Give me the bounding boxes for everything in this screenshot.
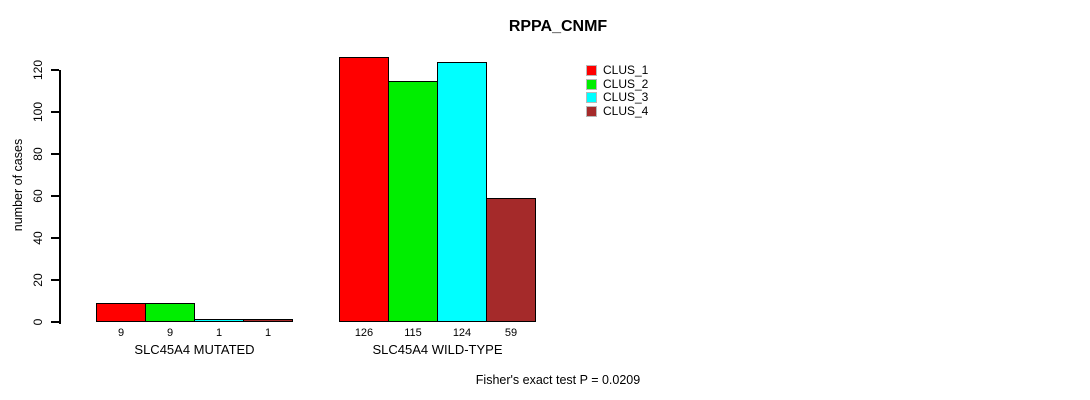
legend-label: CLUS_2 xyxy=(603,76,649,91)
bar-value-label: 9 xyxy=(117,327,125,339)
bar-value-label: 1 xyxy=(264,327,272,339)
category-label: SLC45A4 WILD-TYPE xyxy=(372,342,503,357)
legend-item: CLUS_2 xyxy=(586,76,649,91)
bar-clus_1-wildtype xyxy=(339,57,389,322)
y-axis-tick-label: 120 xyxy=(31,59,45,81)
legend-swatch-clus_1 xyxy=(586,65,597,76)
chart-title: RPPA_CNMF xyxy=(508,18,608,35)
bar-clus_3-mutated xyxy=(194,319,244,322)
y-axis-tick-label: 60 xyxy=(31,189,45,203)
legend-swatch-clus_2 xyxy=(586,78,597,90)
y-axis-tick xyxy=(51,111,59,113)
y-axis-tick xyxy=(51,321,59,323)
y-axis-tick-label: 40 xyxy=(31,231,45,245)
bar-value-label: 115 xyxy=(404,327,422,339)
bar-clus_4-wildtype xyxy=(486,198,536,322)
bar-clus_2-wildtype xyxy=(388,80,438,322)
legend-item: CLUS_3 xyxy=(586,91,648,104)
legend-item: CLUS_4 xyxy=(586,103,649,118)
y-axis-tick-label: 80 xyxy=(31,147,45,161)
bar-value-label: 126 xyxy=(354,327,374,339)
legend-item: CLUS_1 xyxy=(586,64,648,77)
y-axis-tick xyxy=(51,279,59,281)
y-axis-tick-label: 0 xyxy=(31,318,45,326)
legend-label: CLUS_1 xyxy=(603,63,649,77)
bar-value-label: 1 xyxy=(215,327,223,339)
y-axis-tick xyxy=(51,195,59,197)
bar-value-label: 9 xyxy=(166,327,174,339)
bar-clus_4-mutated xyxy=(243,319,293,322)
y-axis-line xyxy=(59,70,61,324)
legend-label: CLUS_4 xyxy=(603,103,649,118)
fisher-test-annotation: Fisher's exact test P = 0.0209 xyxy=(475,373,641,387)
bar-clus_1-mutated xyxy=(96,303,146,322)
y-axis-tick xyxy=(51,237,59,239)
y-axis-tick xyxy=(51,153,59,155)
category-label: SLC45A4 MUTATED xyxy=(134,342,255,357)
bar-clus_2-mutated xyxy=(145,303,195,322)
legend-swatch-clus_4 xyxy=(586,105,597,117)
y-axis-tick-label: 20 xyxy=(31,273,45,287)
bar-clus_3-wildtype xyxy=(437,61,487,322)
legend: CLUS_1 CLUS_2 CLUS_3 CLUS_4 xyxy=(586,64,648,118)
y-axis-label: number of cases xyxy=(11,138,25,232)
y-axis-tick xyxy=(51,69,59,71)
bar-value-label: 124 xyxy=(452,327,472,339)
legend-swatch-clus_3 xyxy=(586,92,597,103)
bar-value-label: 59 xyxy=(504,327,518,339)
y-axis-tick-label: 100 xyxy=(31,101,45,123)
legend-label: CLUS_3 xyxy=(603,90,649,104)
